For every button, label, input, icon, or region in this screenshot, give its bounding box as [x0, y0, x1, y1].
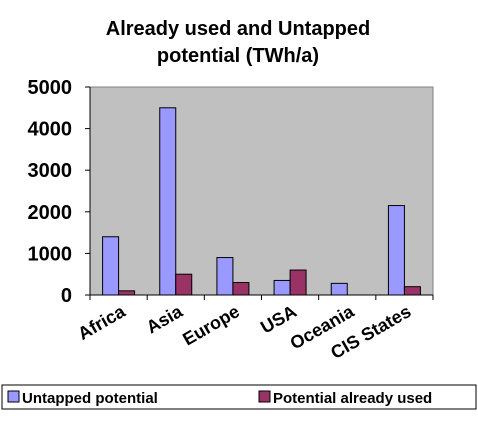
bar-untapped-asia — [159, 107, 177, 296]
bar-untapped-europe — [216, 257, 234, 296]
legend-swatch-used — [258, 390, 271, 403]
bar-used-cis-states — [403, 286, 421, 296]
chart-title-line-2: potential (TWh/a) — [157, 45, 319, 67]
bar-used-europe — [232, 282, 250, 296]
x-category-label: Africa — [74, 301, 129, 344]
legend-label-used: Potential already used — [273, 390, 432, 407]
bar-untapped-cis-states — [387, 205, 405, 296]
legend-label-untapped: Untapped potential — [22, 390, 158, 407]
bar-untapped-usa — [273, 279, 291, 296]
bar-used-usa — [289, 269, 307, 296]
bar-untapped-africa — [102, 236, 120, 296]
y-tick-label: 5000 — [28, 77, 73, 99]
bar-untapped-oceania — [330, 282, 348, 296]
y-tick-label: 0 — [61, 285, 72, 307]
x-category-label: Europe — [179, 301, 243, 349]
legend-swatch-untapped — [7, 390, 20, 403]
chart-title-line-1: Already used and Untapped — [106, 18, 371, 40]
y-tick-label: 1000 — [28, 243, 73, 265]
y-tick-label: 3000 — [28, 160, 73, 182]
plot-area — [89, 86, 434, 296]
bar-used-asia — [175, 273, 193, 296]
y-tick-label: 4000 — [28, 119, 73, 141]
legend-box — [1, 384, 477, 410]
bar-used-africa — [118, 290, 136, 296]
y-tick-label: 2000 — [28, 202, 73, 224]
